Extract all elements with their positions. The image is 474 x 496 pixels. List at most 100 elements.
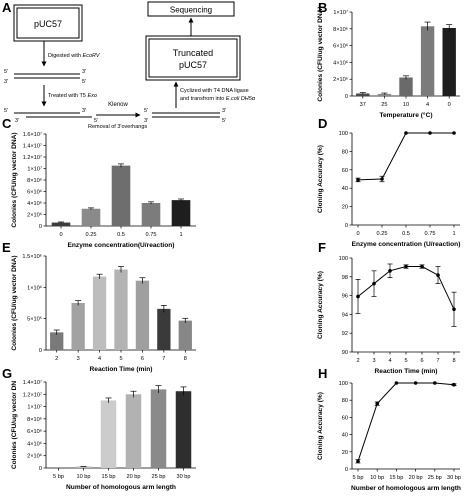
chart-b-xtick-label: 37 — [360, 102, 366, 108]
dna3-3prime-left: 3' — [144, 118, 148, 124]
chart-c-xtick-label: 0.75 — [146, 232, 157, 238]
puc57-box-outer — [13, 4, 83, 42]
truncated-box-outer — [145, 35, 241, 81]
chart-e-xtick-label: 2 — [55, 356, 58, 362]
chart-f-xtick-label: 3 — [372, 358, 375, 364]
chart-c-ytick-label: 4×10⁶ — [27, 200, 42, 207]
dna1-3prime-right: 3' — [82, 69, 86, 75]
dna3-3prime-right: 3' — [222, 108, 226, 114]
chart-h-ytick-label: 80 — [342, 398, 348, 404]
chart-e-bar — [71, 303, 85, 350]
dna1-5prime-right: 5' — [82, 79, 86, 85]
removal-label: Removal of 3'overhangs — [88, 124, 147, 130]
chart-g-ytick-label: 2×10⁶ — [27, 453, 42, 460]
chart-h-xtick-label: 5 bp — [353, 475, 364, 481]
chart-g-xtick-label: 15 bp — [102, 474, 116, 480]
chart-h-xtick-label: 10 bp — [370, 475, 384, 481]
panel-label-e: E — [2, 240, 11, 255]
chart-g-ytick-label: 0 — [39, 466, 42, 472]
chart-f-ytick-label: 100 — [339, 256, 348, 262]
chart-h-xtick-label: 15 bp — [389, 475, 403, 481]
chart-h-xtick-label: 20 bp — [409, 475, 423, 481]
chart-h-ytick-label: 100 — [339, 381, 348, 387]
chart-g-ytick-label: 8×10⁶ — [27, 416, 42, 423]
chart-e-ytick-label: 1×10⁶ — [27, 284, 42, 291]
dna2-5prime-right: 5' — [94, 118, 98, 124]
chart-c-bar — [81, 208, 101, 226]
chart-b-xlabel: Temperature (°C) — [379, 111, 432, 119]
chart-c: 0 2×10⁶ 4×10⁶ 6×10⁶ 8×10⁶ 1×10⁷ 1.2×10⁷ 1.4×10⁷… — [11, 131, 196, 249]
chart-g: 0 2×10⁶ 4×10⁶ 6×10⁶ 8×10⁶ 1×10⁷ 1.2×10⁷ 1.4×10⁷… — [11, 379, 196, 491]
chart-f-point — [388, 269, 392, 273]
chart-d-point — [428, 131, 432, 135]
chart-f-ytick-label: 96 — [342, 294, 348, 300]
chart-d-xtick-label: 0 — [356, 231, 359, 237]
chart-h-xtick-label: 25 bp — [428, 475, 442, 481]
chart-h-point — [452, 382, 456, 387]
dna1-5prime-left: 5' — [4, 69, 8, 75]
chart-f-ytick-label: 98 — [342, 275, 348, 281]
chart-d-ytick-label: 20 — [342, 205, 348, 211]
chart-d-point — [380, 177, 384, 181]
chart-h-ytick-label: 0 — [345, 467, 348, 473]
truncated-box-inner — [148, 38, 238, 78]
chart-f-ylabel: Cloning Accuracy (%) — [317, 271, 324, 339]
chart-c-bar — [111, 165, 131, 226]
chart-g-xtick-label: 20 bp — [127, 474, 141, 480]
chart-e-ytick-label: 5×10⁵ — [27, 316, 42, 323]
chart-c-xtick-label: 1 — [179, 232, 182, 238]
chart-c-ytick-label: 1.4×10⁷ — [23, 143, 42, 150]
chart-e-xtick-label: 7 — [162, 356, 165, 362]
sequencing-label: Sequencing — [170, 6, 212, 15]
chart-e-ytick-label: 1.5×10⁶ — [22, 253, 42, 260]
chart-b-ytick-label: 2×10⁶ — [333, 76, 348, 83]
chart-d-ytick-label: 60 — [342, 168, 348, 174]
chart-h-series-line — [357, 382, 455, 462]
chart-g-xtick-label: 5 bp — [53, 474, 64, 480]
puc57-box-inner — [16, 7, 80, 39]
chart-b-ytick-label: 4×10⁶ — [333, 59, 348, 66]
chart-g-ytick-label: 1×10⁷ — [27, 404, 42, 411]
chart-e-bar — [114, 269, 128, 350]
chart-f-xtick-label: 5 — [404, 358, 407, 364]
chart-g-ytick-label: 6×10⁶ — [27, 428, 42, 435]
chart-e-xtick-label: 5 — [119, 356, 122, 362]
chart-e-ytick-label: 0 — [39, 348, 42, 354]
chart-e: 0 5×10⁵ 1×10⁶ 1.5×10⁶ 2 3 4 5 6 7 8 Reaction Time (… — [11, 253, 196, 373]
chart-f-ytick-label: 90 — [342, 350, 348, 356]
chart-d-ytick-label: 40 — [342, 186, 348, 192]
chart-d-xtick-label: 1 — [452, 231, 455, 237]
chart-e-bar — [178, 320, 192, 350]
truncated-label-line2: pUC57 — [179, 60, 207, 70]
chart-g-bar — [150, 389, 167, 468]
chart-h-point — [413, 381, 418, 385]
chart-d-series-line — [357, 132, 454, 181]
chart-c-ytick-label: 8×10⁶ — [27, 177, 42, 184]
chart-h-point — [375, 401, 380, 406]
chart-e-xtick-label: 8 — [184, 356, 187, 362]
chart-h-xtick-label: 30 bp — [447, 475, 461, 481]
chart-f-point — [420, 264, 424, 269]
chart-g-ylabel: Colonies (CFU/ug vector DN — [11, 381, 18, 470]
chart-c-ylabel: Colonies (CFU/ug vector DNA) — [11, 132, 18, 227]
chart-f-point — [404, 264, 408, 269]
chart-c-xtick-label: 0.5 — [117, 232, 125, 238]
chart-h-point — [356, 459, 360, 464]
chart-d: 0 20 40 60 80 100 0 0.25 0.5 0.75 1 Enzyme concentr… — [317, 131, 460, 248]
chart-e-ylabel: Colonies (CFU/ug vector DNA) — [11, 255, 18, 350]
panel-label-f: F — [318, 240, 326, 255]
panel-label-g: G — [2, 366, 12, 381]
chart-c-ytick-label: 1.2×10⁷ — [23, 154, 42, 161]
chart-f-point — [372, 281, 376, 286]
chart-d-ytick-label: 100 — [339, 131, 348, 137]
chart-h-ylabel: Cloning Accuracy (%) — [317, 392, 324, 460]
chart-c-bar — [171, 200, 191, 226]
chart-d-xtick-label: 0.25 — [377, 231, 388, 237]
chart-c-ytick-label: 0 — [39, 224, 42, 230]
chart-g-xtick-label: 10 bp — [77, 474, 91, 480]
chart-g-bar — [175, 391, 192, 468]
chart-c-ytick-label: 1.6×10⁷ — [23, 131, 42, 138]
chart-e-xtick-label: 3 — [77, 356, 80, 362]
